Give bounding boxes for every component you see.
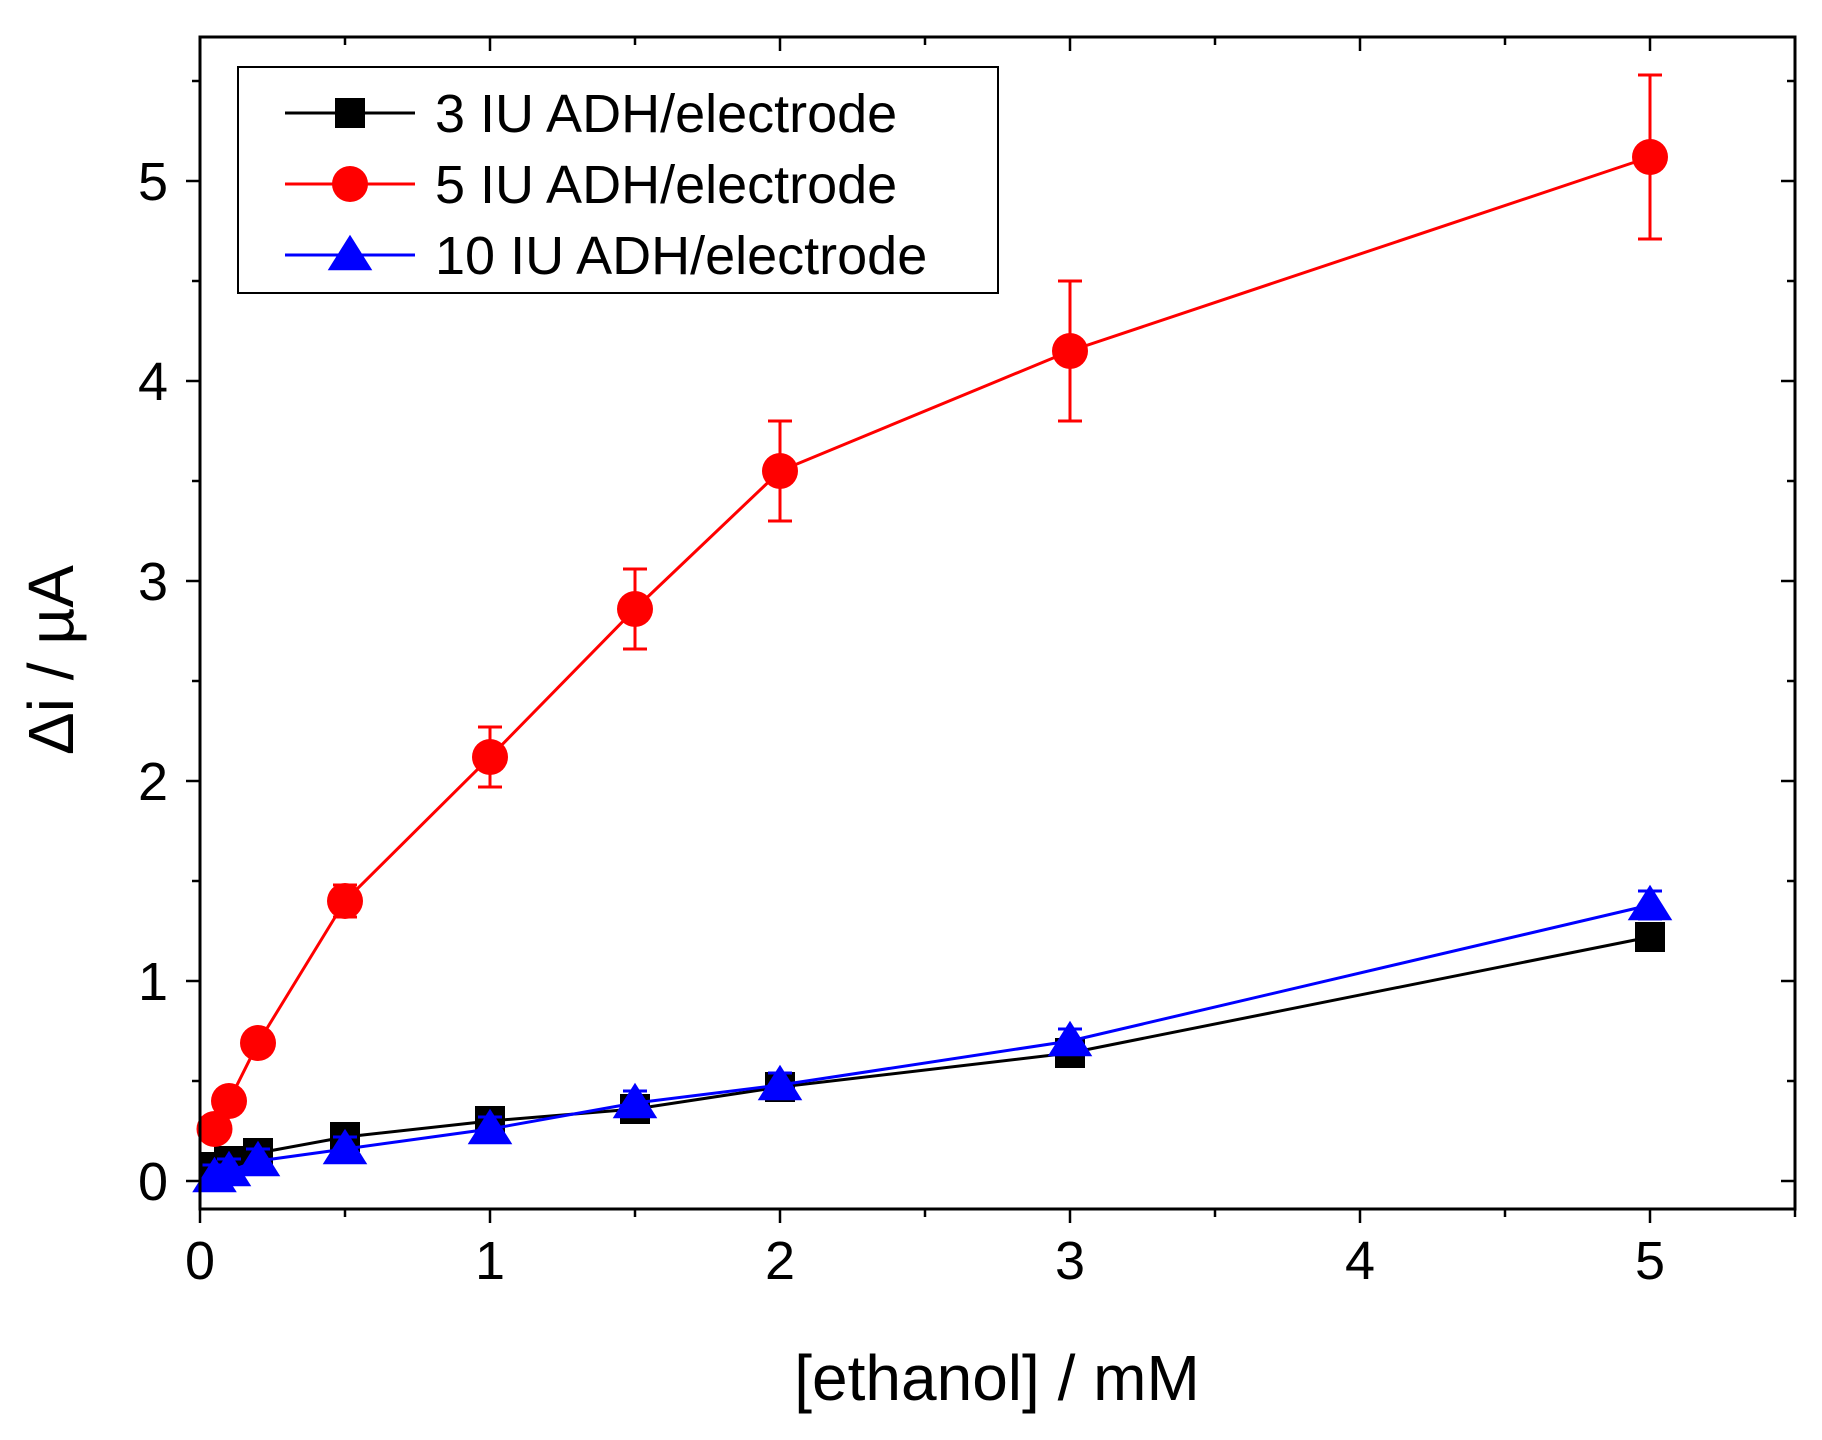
- y-tick-label: 2: [138, 752, 168, 812]
- y-tick-label: 0: [138, 1152, 168, 1212]
- data-point: [472, 739, 508, 775]
- legend-label: 3 IU ADH/electrode: [435, 84, 897, 144]
- plot-frame: [198, 35, 1797, 1211]
- y-axis-title: Δi / µA: [15, 565, 87, 755]
- legend-label: 5 IU ADH/electrode: [435, 155, 897, 215]
- data-point: [327, 883, 363, 919]
- y-tick-label: 5: [138, 152, 168, 212]
- x-tick-label: 3: [1055, 1231, 1085, 1291]
- legend-marker: [335, 98, 365, 128]
- x-tick-label: 0: [185, 1231, 215, 1291]
- plot-series: [192, 73, 1673, 1193]
- legend-label: 10 IU ADH/electrode: [435, 226, 927, 286]
- x-tick-label: 4: [1345, 1231, 1375, 1291]
- data-point: [757, 1064, 803, 1101]
- y-tick-label: 1: [138, 952, 168, 1012]
- legend-entry: 5 IU ADH/electrode: [285, 155, 897, 215]
- x-axis-title: [ethanol] / mM: [794, 1342, 1200, 1414]
- data-point: [1632, 139, 1668, 175]
- x-tick-label: 1: [475, 1231, 505, 1291]
- data-point: [1052, 333, 1088, 369]
- data-point: [1047, 1020, 1093, 1057]
- legend-marker: [327, 234, 373, 271]
- x-tick-label: 5: [1635, 1231, 1665, 1291]
- legend-marker: [332, 166, 368, 202]
- series-circle: [196, 73, 1668, 1147]
- y-tick-label: 4: [138, 352, 168, 412]
- series-triangle: [192, 884, 1673, 1193]
- x-tick-label: 2: [765, 1231, 795, 1291]
- legend-entry: 3 IU ADH/electrode: [285, 84, 897, 144]
- data-point: [206, 1150, 252, 1187]
- legend-entry: 10 IU ADH/electrode: [285, 226, 927, 286]
- legend: 3 IU ADH/electrode 5 IU ADH/electrode 10 I…: [237, 66, 999, 294]
- data-point: [467, 1108, 513, 1145]
- data-point: [762, 453, 798, 489]
- data-point: [235, 1140, 281, 1177]
- tick-labels: 0 1 2 3 4 5 0 1 2 3 4 5: [138, 152, 1665, 1291]
- y-tick-label: 3: [138, 552, 168, 612]
- data-point: [1635, 922, 1665, 952]
- data-point: [1627, 884, 1673, 921]
- data-point: [322, 1128, 368, 1165]
- data-point: [211, 1083, 247, 1119]
- data-point: [196, 1111, 233, 1147]
- data-point: [612, 1082, 658, 1119]
- data-point: [240, 1025, 276, 1061]
- legend-entries: 3 IU ADH/electrode 5 IU ADH/electrode 10 I…: [285, 84, 927, 286]
- data-point: [617, 591, 653, 627]
